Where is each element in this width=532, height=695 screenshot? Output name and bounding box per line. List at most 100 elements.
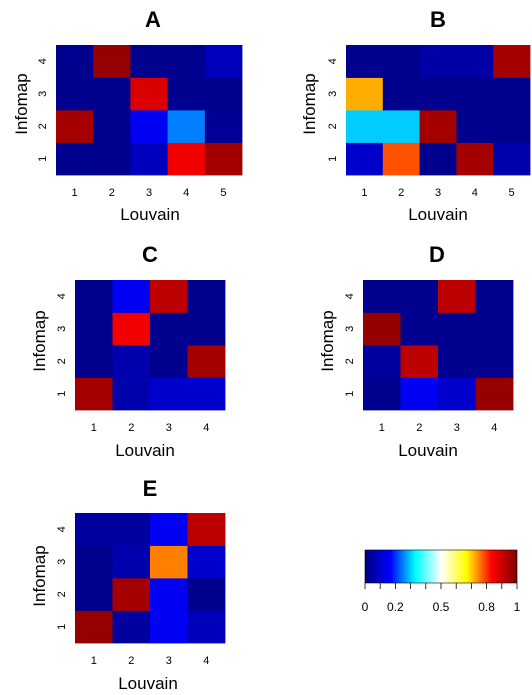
y-tick-label: 3	[327, 91, 339, 97]
x-tick-label: 3	[166, 422, 172, 434]
panel-d-title: D	[429, 242, 445, 267]
heatmap-cell-1-5	[204, 142, 243, 176]
x-tick-label: 3	[454, 422, 460, 434]
heatmap-cell-3-4	[456, 77, 494, 111]
y-tick-label: 2	[56, 358, 68, 364]
panel-e-title: E	[143, 476, 158, 501]
heatmap-cell-1-4	[456, 142, 494, 176]
heatmap-cell-3-4	[167, 77, 206, 111]
heatmap-cell-1-1	[363, 377, 401, 411]
heatmap-cell-2-4	[167, 110, 206, 143]
heatmap-cell-3-1	[75, 545, 113, 579]
heatmap-cell-2-3	[438, 345, 476, 378]
x-tick-label: 1	[379, 422, 385, 434]
heatmap-cell-2-3	[150, 345, 188, 378]
heatmap-cell-4-1	[56, 45, 94, 78]
panel-d-y-ticks: 1 2 3 4	[344, 293, 356, 397]
heatmap-cell-2-1	[75, 578, 113, 611]
heatmap-cell-1-3	[150, 610, 188, 644]
y-tick-label: 4	[327, 58, 339, 64]
x-tick-label: 4	[203, 655, 209, 667]
heatmap-cell-1-4	[187, 610, 226, 644]
heatmap-cell-4-1	[363, 280, 401, 313]
x-tick-label: 2	[398, 187, 404, 199]
heatmap-cell-4-1	[75, 280, 113, 313]
heatmap-cell-4-2	[112, 513, 151, 546]
heatmap-cell-1-2	[400, 377, 439, 411]
y-tick-label: 2	[344, 358, 356, 364]
heatmap-cell-4-1	[75, 513, 113, 546]
panel-e-x-ticks: 1 2 3 4	[91, 655, 210, 667]
heatmap-cell-2-2	[400, 345, 439, 378]
x-tick-label: 2	[128, 422, 134, 434]
x-tick-label: 4	[472, 187, 478, 199]
panel-a-title: A	[145, 7, 161, 32]
panel-d-x-label: Louvain	[398, 441, 458, 460]
heatmap-cell-3-2	[112, 312, 151, 346]
heatmap-cell-2-1	[56, 110, 94, 143]
heatmap-cell-3-5	[493, 77, 531, 111]
heatmap-cell-3-3	[150, 312, 188, 346]
heatmap-cell-3-2	[382, 77, 420, 111]
heatmap-cell-4-5	[204, 45, 243, 78]
heatmap-cell-4-4	[456, 45, 494, 78]
x-tick-label: 3	[435, 187, 441, 199]
heatmap-cell-4-2	[112, 280, 151, 313]
heatmap-cell-3-2	[112, 545, 151, 579]
y-tick-label: 2	[37, 123, 49, 129]
heatmap-cell-3-2	[93, 77, 131, 111]
heatmap-cell-1-4	[187, 377, 226, 411]
heatmap-cell-4-2	[382, 45, 420, 78]
panel-c-x-ticks: 1 2 3 4	[91, 422, 210, 434]
y-tick-label: 1	[37, 156, 49, 162]
heatmap-cell-1-3	[419, 142, 457, 176]
panel-a-y-ticks: 1 2 3 4	[37, 58, 49, 162]
colorbar-tick-label: 0.5	[433, 600, 450, 614]
heatmap-cell-1-4	[475, 377, 514, 411]
heatmap-cell-2-4	[475, 345, 514, 378]
panel-d-cells	[363, 280, 514, 411]
panel-b-x-label: Louvain	[408, 205, 468, 224]
heatmap-cell-3-4	[187, 545, 226, 579]
x-tick-label: 3	[146, 187, 152, 199]
panel-e-cells	[75, 513, 226, 644]
y-tick-label: 1	[344, 391, 356, 397]
colorbar-tick-label: 1	[514, 600, 521, 614]
heatmap-cell-1-3	[150, 377, 188, 411]
heatmap-cell-2-5	[493, 110, 531, 143]
y-tick-label: 1	[56, 391, 68, 397]
panel-b-y-ticks: 1 2 3 4	[327, 58, 339, 162]
heatmap-cell-4-4	[187, 513, 226, 546]
x-tick-label: 2	[128, 655, 134, 667]
colorbar-tick-label: 0.8	[478, 600, 495, 614]
panel-e-x-label: Louvain	[118, 674, 178, 693]
y-tick-label: 2	[56, 591, 68, 597]
y-tick-label: 3	[344, 326, 356, 332]
panel-e-y-label: Infomap	[30, 545, 49, 606]
colorbar-tick-label: 0	[362, 600, 369, 614]
panel-c-y-label: Infomap	[30, 310, 49, 371]
panel-a: A 1 2 3 4 5 1 2 3 4 Louvain Infomap	[12, 7, 243, 224]
heatmap-cell-4-4	[187, 280, 226, 313]
heatmap-cell-1-1	[75, 377, 113, 411]
panel-a-x-ticks: 1 2 3 4 5	[72, 187, 227, 199]
heatmap-cell-4-3	[150, 513, 188, 546]
panel-c-x-label: Louvain	[115, 441, 175, 460]
colorbar-labels: 0 0.2 0.5 0.8 1	[362, 600, 521, 614]
heatmap-cell-1-1	[56, 142, 94, 176]
heatmap-cell-1-5	[493, 142, 531, 176]
heatmap-cell-2-4	[456, 110, 494, 143]
heatmap-cell-3-3	[438, 312, 476, 346]
x-tick-label: 4	[183, 187, 189, 199]
y-tick-label: 1	[327, 156, 339, 162]
panel-a-y-label: Infomap	[12, 73, 31, 134]
y-tick-label: 4	[56, 526, 68, 532]
colorbar-ticks	[364, 583, 518, 589]
heatmap-cell-2-1	[75, 345, 113, 378]
heatmap-cell-1-1	[75, 610, 113, 644]
panel-e-y-ticks: 1 2 3 4	[56, 526, 68, 630]
heatmap-cell-3-1	[346, 77, 384, 111]
heatmap-cell-3-3	[419, 77, 457, 111]
panel-c-cells	[75, 280, 226, 411]
heatmap-cell-2-2	[112, 578, 151, 611]
